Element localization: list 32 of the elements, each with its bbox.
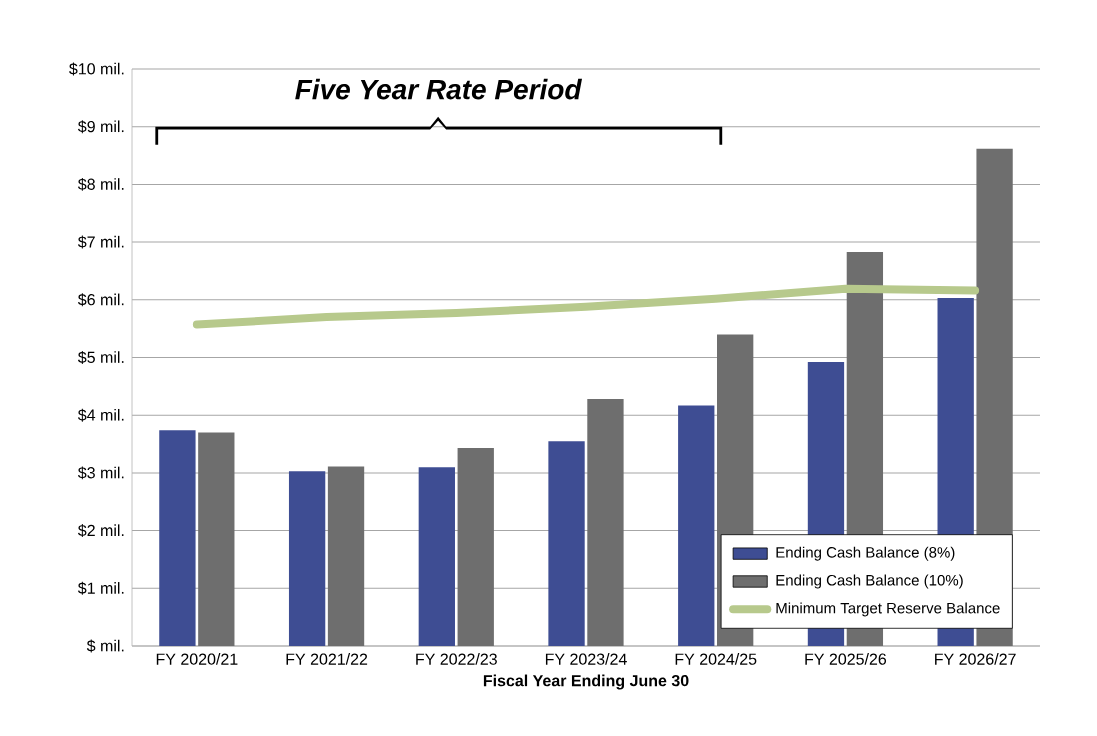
y-tick-label: $ mil.	[86, 639, 124, 653]
y-tick-label: $3 mil.	[77, 466, 124, 480]
y-tick-label: $4 mil.	[77, 408, 124, 422]
legend-label: Ending Cash Balance (10%)	[776, 574, 963, 589]
y-tick-label: $1 mil.	[77, 581, 124, 595]
y-tick-label: $2 mil.	[77, 524, 124, 538]
y-tick-label: $5 mil.	[77, 351, 124, 364]
bar	[548, 441, 585, 646]
bar	[159, 430, 196, 646]
bar	[288, 471, 326, 646]
y-tick-label: $10 mil.	[69, 62, 124, 76]
annotation: Five Year Rate Period	[295, 78, 583, 100]
y-tick-label: $8 mil.	[77, 177, 124, 191]
bar	[327, 466, 365, 646]
x-tick-label: FY 2026/27	[935, 653, 1016, 665]
legend-label: Minimum Target Reserve Balance	[776, 602, 1000, 617]
x-tick-label: FY 2025/26	[805, 653, 887, 665]
x-tick-label: FY 2020/21	[156, 653, 238, 665]
y-tick-label: $7 mil.	[77, 235, 124, 249]
y-tick-label: $9 mil.	[77, 120, 124, 134]
bar	[457, 448, 494, 646]
bar	[678, 405, 715, 646]
x-tick-label: FY 2021/22	[286, 653, 368, 665]
y-tick-label: $6 mil.	[77, 293, 124, 307]
x-tick-label: FY 2024/25	[675, 653, 757, 665]
bar	[587, 399, 624, 646]
legend-label: Ending Cash Balance (8%)	[776, 546, 955, 561]
x-tick-label: FY 2022/23	[416, 653, 497, 665]
bar	[418, 467, 455, 646]
x-tick-label: FY 2023/24	[545, 653, 627, 665]
x-axis-title: Fiscal Year Ending June 30	[483, 674, 689, 690]
bar	[198, 432, 235, 646]
